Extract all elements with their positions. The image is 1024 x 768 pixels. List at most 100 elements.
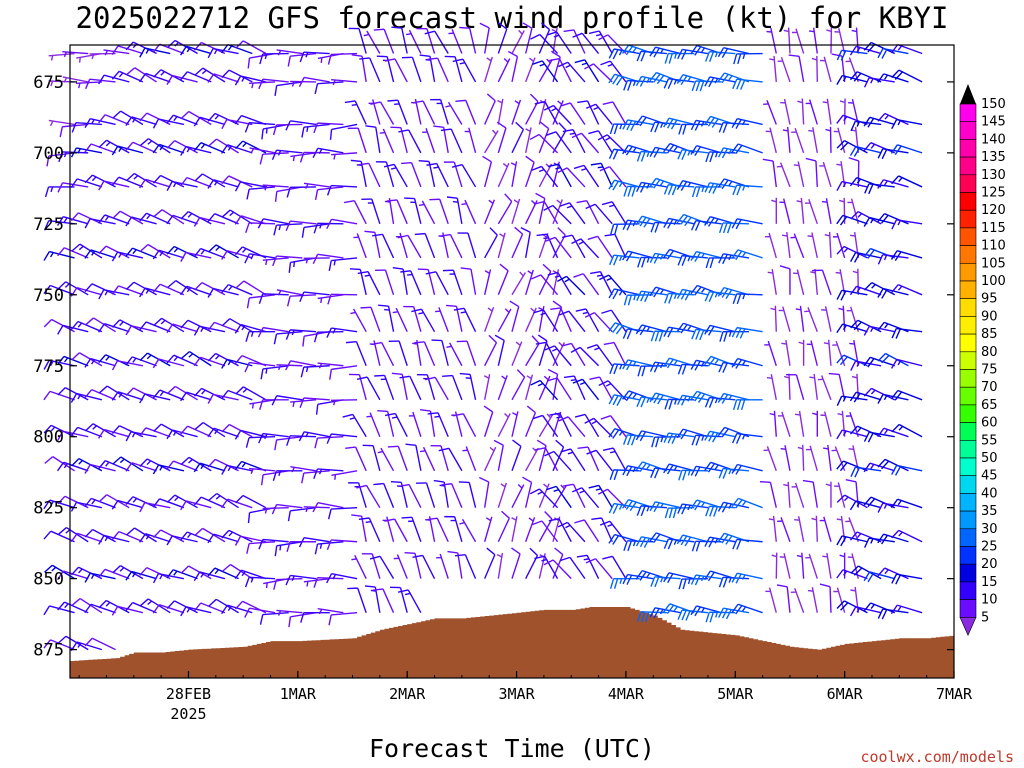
wind-barb [718, 607, 750, 620]
wind-barb [459, 518, 477, 543]
wind-barb [207, 213, 239, 225]
wind-barb [538, 233, 549, 259]
wind-barb [317, 607, 344, 615]
wind-barb [560, 102, 586, 125]
wind-barb [166, 180, 198, 192]
wind-barb [590, 270, 613, 296]
colorbar-label: 125 [981, 186, 1006, 201]
wind-barb [649, 392, 681, 405]
wind-barb [180, 425, 212, 438]
wind-barb [525, 447, 539, 472]
wind-barb [484, 446, 497, 472]
wind-barb [891, 464, 923, 476]
wind-barb [452, 58, 477, 83]
wind-barb [511, 29, 525, 54]
wind-barb [57, 247, 89, 259]
wind-barb [98, 428, 130, 439]
wind-barb [817, 375, 832, 401]
wind-barb [326, 539, 358, 550]
colorbar-top-arrow [960, 84, 976, 104]
wind-barb [832, 232, 846, 259]
wind-barb [235, 494, 267, 509]
wind-barb [609, 254, 640, 266]
wind-barb [70, 392, 103, 403]
wind-barb [343, 199, 367, 225]
wind-barb [825, 481, 832, 508]
wind-barb [139, 393, 171, 404]
wind-barb [525, 307, 537, 332]
wind-barb [622, 119, 654, 131]
wind-barb [704, 396, 736, 408]
wind-barb [98, 214, 130, 225]
wind-barb [180, 319, 212, 333]
wind-barb [783, 373, 791, 400]
wind-barb [419, 446, 436, 472]
wind-barb [676, 288, 709, 301]
wind-barb [351, 554, 367, 579]
colorbar-label: 25 [981, 540, 998, 555]
wind-barb [823, 444, 832, 471]
wind-barb [764, 232, 777, 259]
wind-barb [384, 198, 395, 224]
wind-barb [312, 502, 344, 513]
wind-barb [404, 197, 422, 224]
colorbar-label: 90 [981, 309, 998, 324]
wind-barb [391, 372, 408, 400]
wind-barb [558, 310, 586, 333]
wind-barb [71, 121, 102, 133]
wind-barb [285, 120, 317, 131]
y-tick-label: 825 [33, 499, 64, 519]
wind-barb [193, 41, 226, 55]
terrain-area [70, 607, 954, 678]
wind-barb [180, 145, 212, 156]
wind-barb [530, 274, 559, 296]
wind-barb [360, 306, 381, 332]
wind-barb [511, 226, 524, 259]
wind-barb [408, 411, 422, 437]
wind-barb [563, 29, 586, 54]
wind-barb [877, 533, 909, 545]
wind-barb [525, 93, 539, 125]
wind-barb [584, 63, 613, 83]
wind-barb [207, 427, 239, 438]
wind-barb [731, 326, 763, 339]
wind-barb [664, 398, 695, 410]
wind-barb [705, 505, 736, 517]
wind-barb [663, 183, 695, 196]
x-tick-label: 2MAR [389, 685, 426, 703]
wind-barb [221, 283, 253, 296]
wind-barb [511, 439, 522, 472]
x-tick-sublabel: 2025 [170, 705, 206, 723]
wind-barb [561, 342, 586, 367]
wind-barb [405, 443, 422, 471]
wind-barb [765, 587, 777, 613]
wind-barb [317, 362, 344, 369]
wind-barb [608, 394, 640, 406]
wind-barb [426, 162, 449, 188]
wind-barb [890, 498, 923, 509]
wind-barb [663, 78, 695, 90]
wind-barb [525, 269, 534, 295]
wind-barb [538, 58, 553, 83]
credit-text: coolwx.com/models [860, 748, 1014, 766]
wind-barb [548, 163, 572, 188]
wind-barb [806, 445, 818, 471]
wind-barb [459, 26, 477, 54]
wind-barb [768, 515, 777, 542]
wind-barb [249, 147, 276, 154]
wind-barb [258, 293, 289, 304]
wind-barb [440, 128, 463, 154]
wind-barb [691, 328, 722, 341]
wind-barb [193, 247, 226, 259]
wind-barb [717, 532, 750, 545]
wind-barb [690, 605, 722, 617]
wind-barb [585, 203, 613, 225]
wind-barb [125, 431, 157, 442]
wind-barb [608, 48, 640, 60]
wind-barb [393, 554, 408, 579]
x-tick-label: 6MAR [827, 685, 864, 703]
wind-barb [139, 212, 171, 225]
wind-barb [563, 375, 586, 401]
wind-barb [44, 456, 75, 472]
